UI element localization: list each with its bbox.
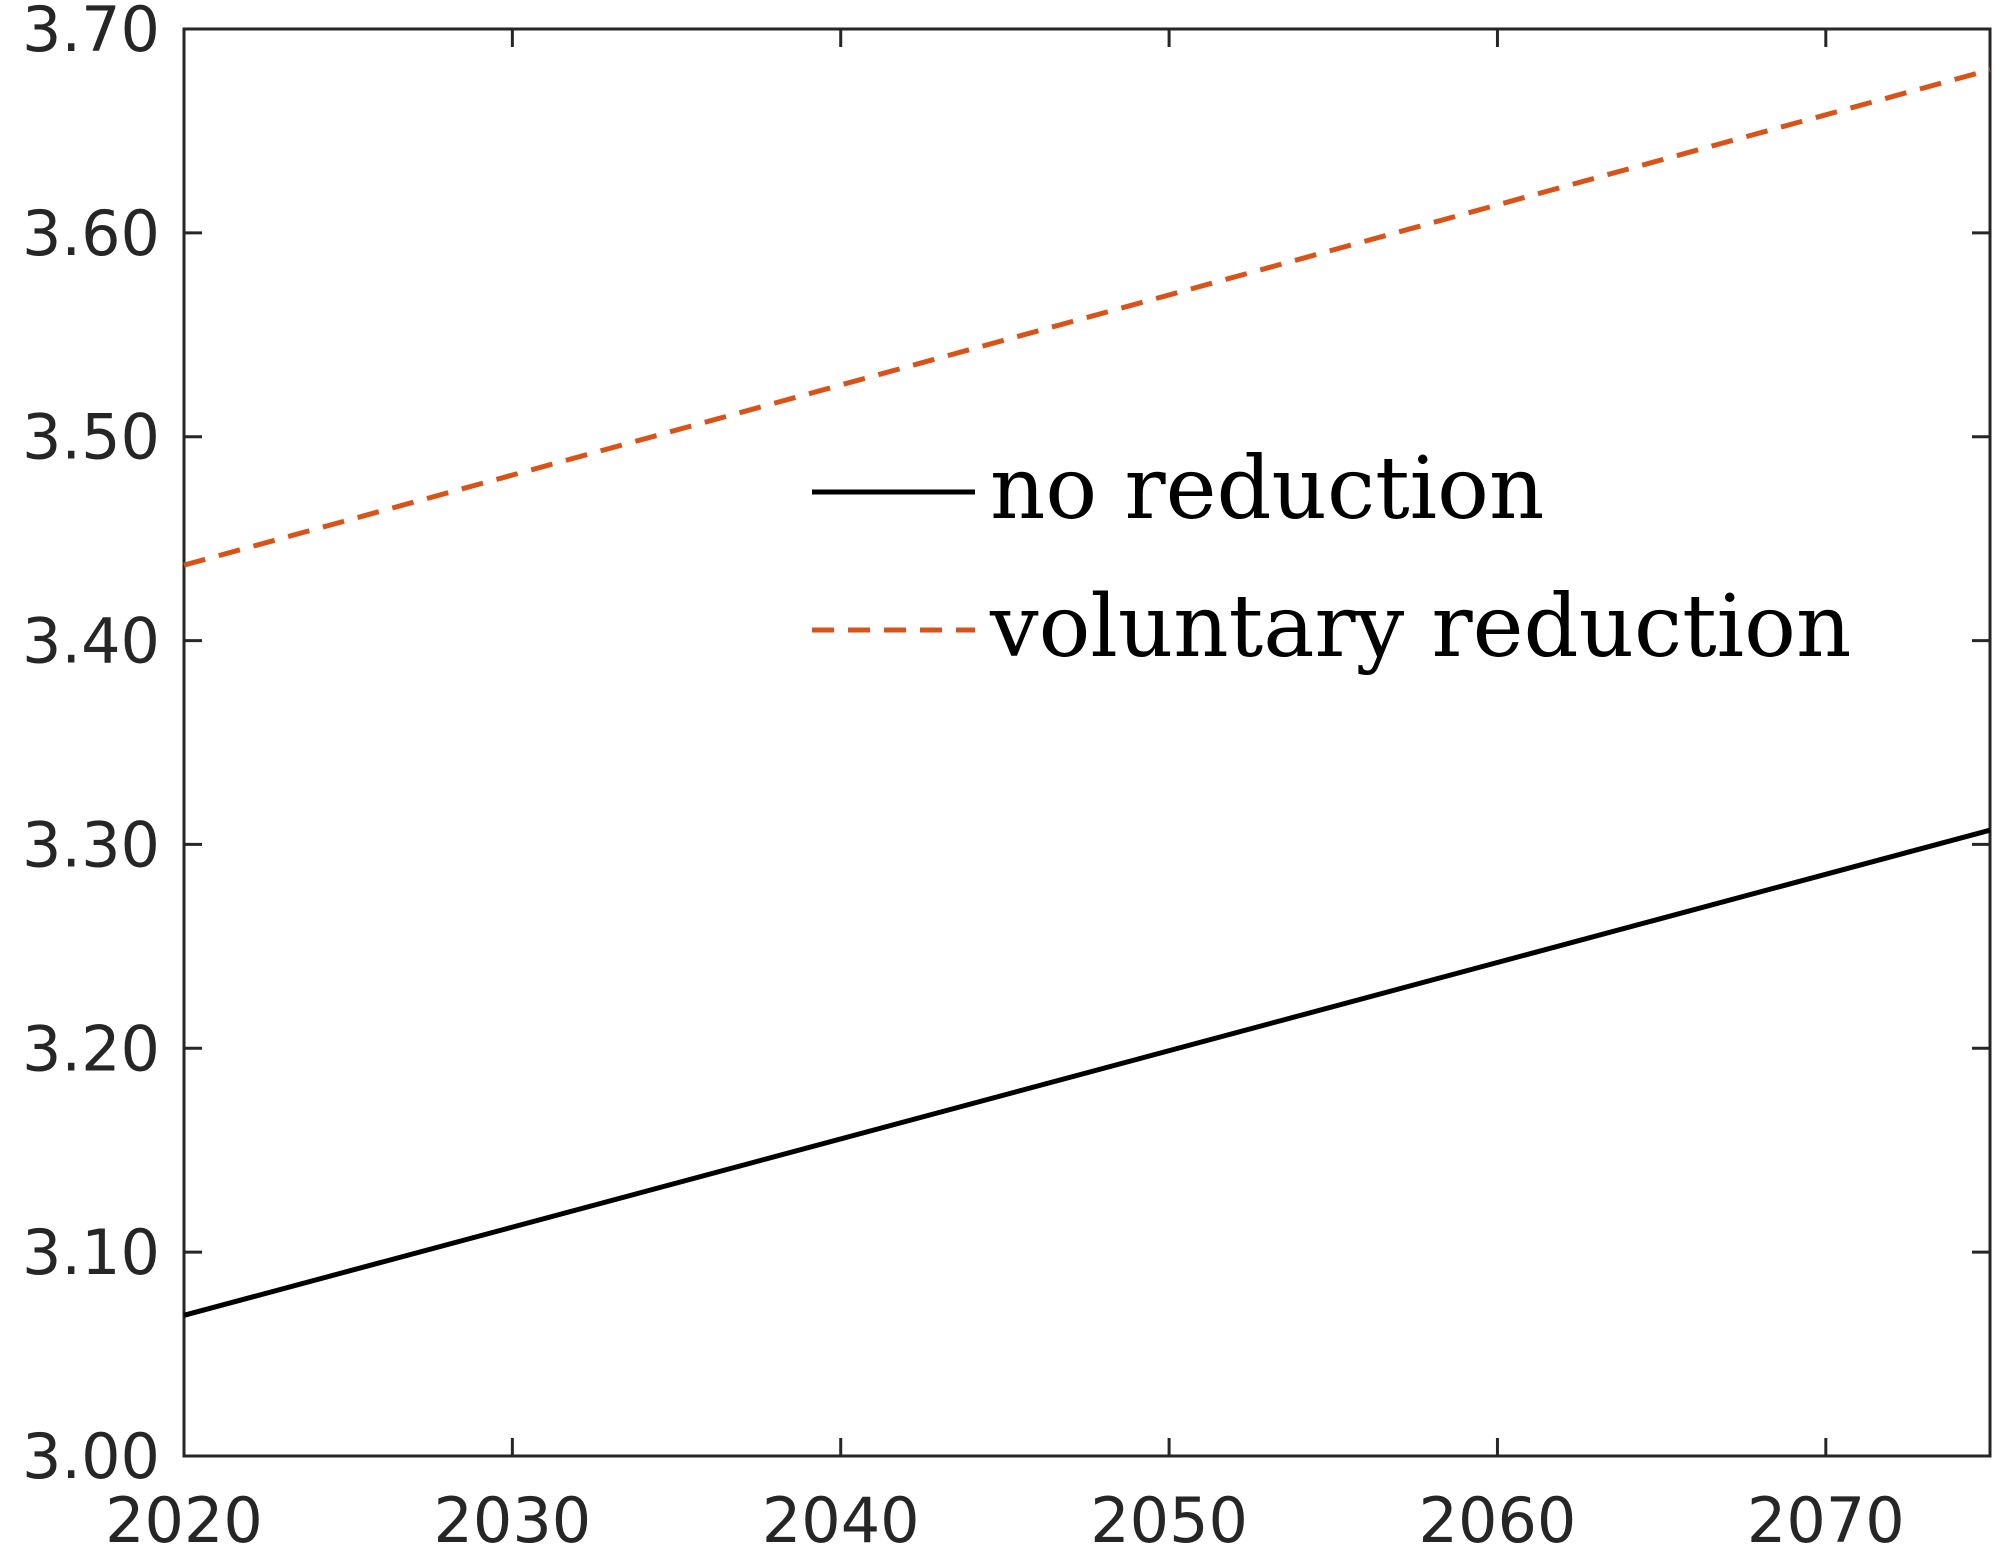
x-tick-label: 2050 xyxy=(1090,1484,1248,1554)
x-tick-label: 2040 xyxy=(762,1484,920,1554)
y-tick-label: 3.50 xyxy=(22,401,160,474)
series-line-no-reduction xyxy=(183,827,1991,1318)
x-tick-label: 2060 xyxy=(1419,1484,1577,1554)
y-tick-label: 3.70 xyxy=(22,0,160,66)
y-tick-label: 3.60 xyxy=(22,197,160,270)
y-tick-label: 3.00 xyxy=(22,1420,160,1493)
y-tick-label: 3.20 xyxy=(22,1012,160,1085)
x-axis: 2020 2030 2040 2050 2060 2070 xyxy=(105,29,1905,1554)
y-axis: 3.00 3.10 3.20 3.30 3.40 3.50 3.60 3.70 xyxy=(22,0,1990,1493)
series-lines xyxy=(183,67,1991,1318)
x-tick-label: 2020 xyxy=(105,1484,263,1554)
y-tick-label: 3.30 xyxy=(22,808,160,881)
legend-label: no reduction xyxy=(990,439,1544,539)
x-tick-label: 2030 xyxy=(433,1484,591,1554)
series-line-voluntary-reduction xyxy=(183,67,1991,568)
legend-label: voluntary reduction xyxy=(989,577,1851,677)
y-tick-label: 3.40 xyxy=(22,605,160,678)
x-tick-label: 2070 xyxy=(1747,1484,1905,1554)
plot-area xyxy=(182,27,1992,1458)
y-tick-label: 3.10 xyxy=(22,1216,160,1289)
legend: no reduction voluntary reduction xyxy=(812,439,1851,677)
